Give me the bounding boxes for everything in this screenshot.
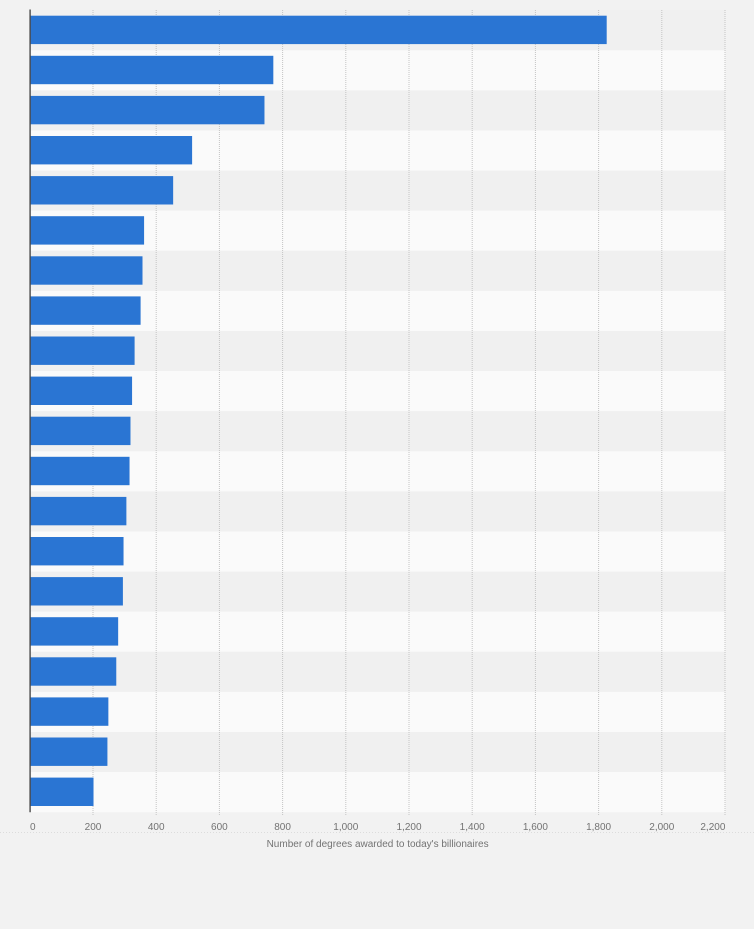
svg-text:800: 800 <box>274 822 291 833</box>
svg-text:1,400: 1,400 <box>460 822 485 833</box>
svg-text:1,000: 1,000 <box>333 822 358 833</box>
svg-text:2,000: 2,000 <box>649 822 674 833</box>
svg-text:600: 600 <box>211 822 228 833</box>
svg-text:400: 400 <box>148 822 165 833</box>
svg-text:200: 200 <box>85 822 102 833</box>
svg-text:1,600: 1,600 <box>523 822 548 833</box>
svg-text:1,800: 1,800 <box>586 822 611 833</box>
svg-text:0: 0 <box>30 822 36 833</box>
svg-text:1,200: 1,200 <box>396 822 421 833</box>
svg-text:2,200: 2,200 <box>700 822 725 833</box>
svg-text:Number of degrees awarded to t: Number of degrees awarded to today's bil… <box>267 839 489 850</box>
